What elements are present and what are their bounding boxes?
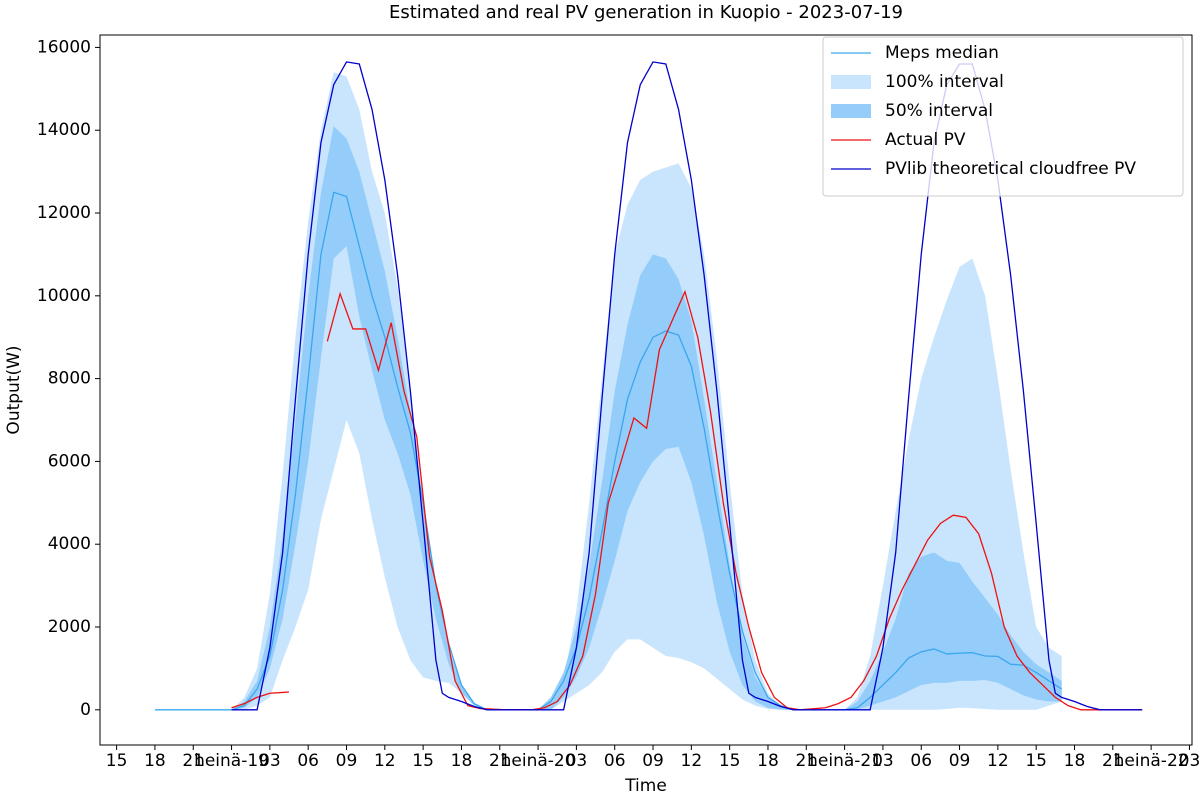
y-tick-label: 14000 [37,120,91,140]
y-tick-label: 16000 [37,37,91,57]
x-tick-label: 18 [144,751,166,771]
y-tick-label: 4000 [48,534,91,554]
legend-label: Meps median [885,43,999,63]
legend-swatch [831,104,871,118]
x-tick-label: heinä-20 [501,751,576,771]
axes-frame [99,34,1193,746]
x-tick-label: 15 [412,751,434,771]
y-axis-label: Output(W) [4,345,24,434]
y-tick-label: 8000 [48,369,91,389]
x-tick-label: 18 [451,751,473,771]
x-tick-label: 12 [374,751,396,771]
x-tick-label: 21 [1102,751,1124,771]
interval-band [154,72,1062,710]
x-tick-label: heinä-19 [194,751,269,771]
y-tick-label: 0 [80,700,91,720]
x-axis-label: Time [624,776,667,796]
x-tick-label: 03 [1179,751,1200,771]
x-tick-label: 18 [757,751,779,771]
x-tick-label: 21 [182,751,204,771]
y-tick-label: 6000 [48,451,91,471]
x-tick-label: 06 [910,751,932,771]
x-tick-label: 09 [336,751,358,771]
legend-label: 50% interval [885,101,993,121]
x-tick-label: 21 [489,751,511,771]
legend-label: PVlib theoretical cloudfree PV [885,159,1136,179]
x-tick-label: 12 [987,751,1009,771]
legend-label: 100% interval [885,72,1004,92]
x-tick-label: 09 [949,751,971,771]
y-tick-label: 10000 [37,286,91,306]
x-tick-label: 09 [642,751,664,771]
legend-swatch [831,75,871,89]
y-tick-label: 2000 [48,617,91,637]
x-tick-label: 21 [795,751,817,771]
x-tick-label: 03 [566,751,588,771]
interval-band [154,126,1062,710]
series-line [154,191,1063,711]
x-tick-label: 15 [106,751,128,771]
legend-box [822,36,1184,197]
plot-area: 0 2000 4000 6000 8000 10000 12000 14000 16000 15 1… [37,34,1200,771]
chart-title: Estimated and real PV generation in Kuop… [389,2,903,23]
x-tick-label: heinä-22 [1114,751,1189,771]
x-tick-label: heinä-21 [807,751,882,771]
x-tick-label: 06 [604,751,626,771]
x-tick-label: 15 [1025,751,1047,771]
y-tick-label: 12000 [37,203,91,223]
x-tick-label: 18 [1064,751,1086,771]
x-tick-label: 06 [297,751,319,771]
x-tick-label: 12 [681,751,703,771]
legend-label: Actual PV [885,130,966,150]
series-line [231,289,1143,711]
x-tick-label: 03 [259,751,281,771]
x-tick-label: 15 [719,751,741,771]
x-tick-label: 03 [872,751,894,771]
